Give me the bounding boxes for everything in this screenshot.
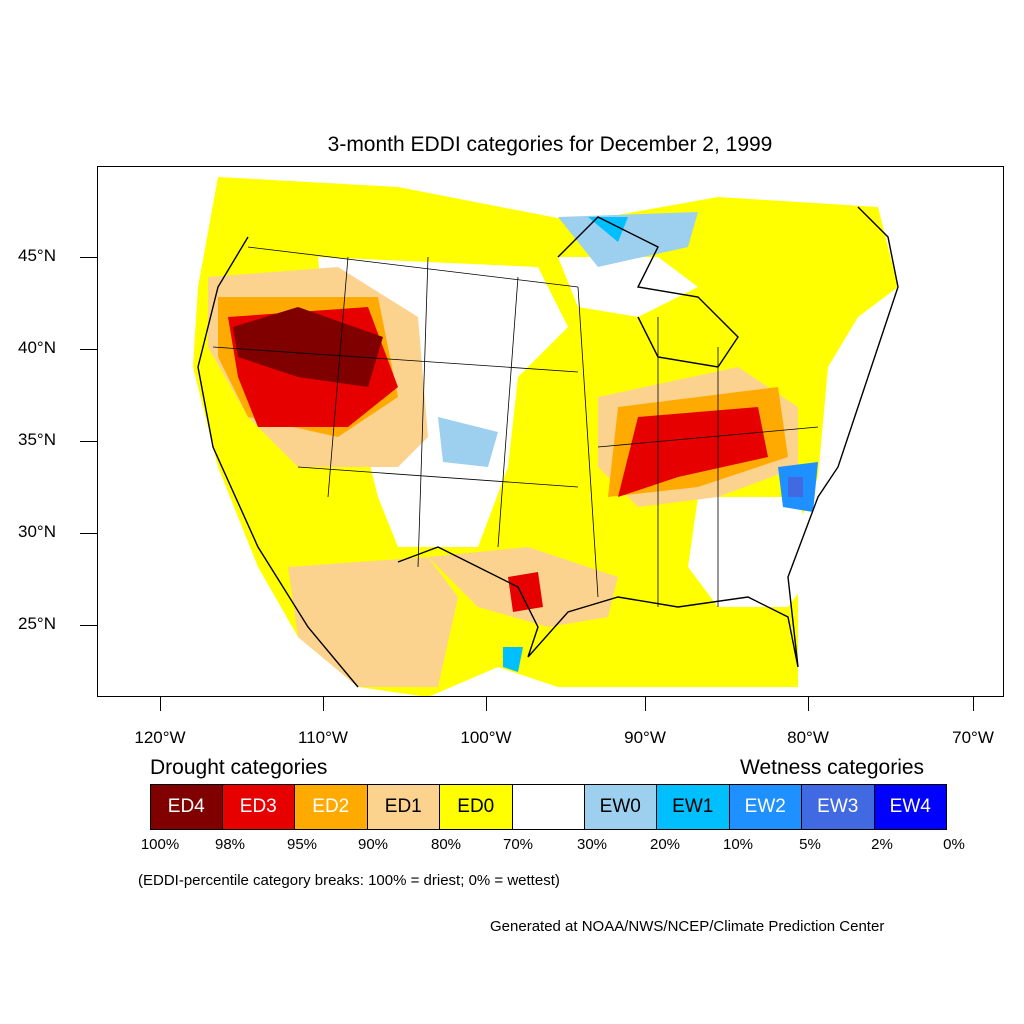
- legend-label: ED4: [167, 796, 205, 817]
- region-ed1-southwest: [288, 557, 458, 687]
- region-ed3-kentucky: [618, 407, 768, 497]
- lat-label-30: 30°N: [18, 522, 56, 541]
- lon-label-120: 120°W: [134, 728, 186, 747]
- lat-tick: [80, 625, 97, 626]
- lat-tick: [80, 257, 97, 258]
- legend-box-ew4: EW4: [874, 784, 947, 830]
- lon-tick: [645, 697, 646, 711]
- legend-break: 5%: [799, 836, 821, 853]
- legend-wetness-heading: Wetness categories: [740, 756, 925, 779]
- lon-label-70: 70°W: [952, 728, 994, 747]
- lat-tick: [80, 441, 97, 442]
- region-ew0-kansas: [438, 417, 498, 467]
- eddi-map: [97, 166, 1004, 697]
- lat-label-25: 25°N: [18, 614, 56, 633]
- legend-label: EW3: [817, 796, 859, 817]
- legend-break: 70%: [502, 836, 534, 853]
- legend-break: 100%: [140, 836, 180, 853]
- eddi-map-canvas: [193, 177, 899, 696]
- legend-box-ew2: EW2: [729, 784, 802, 830]
- region-ew3-carolina: [788, 477, 803, 497]
- legend-box-ew1: EW1: [657, 784, 730, 830]
- lon-tick: [160, 697, 161, 711]
- legend-box-ew0: EW0: [584, 784, 657, 830]
- outlines: [197, 206, 899, 688]
- legend-label: EW2: [744, 796, 786, 817]
- legend-break: 30%: [576, 836, 608, 853]
- legend-box-ed3: ED3: [222, 784, 295, 830]
- legend-box-ed2: ED2: [295, 784, 368, 830]
- region-ed3-texas: [508, 572, 543, 612]
- legend-label: EW0: [599, 796, 641, 817]
- legend-break: 2%: [871, 836, 893, 853]
- legend-box-ed4: ED4: [150, 784, 223, 830]
- region-ed4-nevada: [233, 307, 383, 387]
- legend-color-bar: ED4 ED3 ED2 ED1 ED0 EW0 EW1 EW2 EW3 EW4: [150, 784, 947, 830]
- lat-tick: [80, 349, 97, 350]
- legend-break: 0%: [943, 836, 965, 853]
- legend-break: 20%: [649, 836, 681, 853]
- credit-line: Generated at NOAA/NWS/NCEP/Climate Predi…: [490, 918, 885, 935]
- lon-label-80: 80°W: [787, 728, 829, 747]
- map-title: 3-month EDDI categories for December 2, …: [327, 133, 773, 156]
- lon-tick: [486, 697, 487, 711]
- category-breaks-note: (EDDI-percentile category breaks: 100% =…: [138, 872, 560, 889]
- legend-drought-heading: Drought categories: [150, 756, 328, 779]
- legend-label: ED1: [384, 796, 422, 817]
- legend-break: 10%: [722, 836, 754, 853]
- lon-label-90: 90°W: [624, 728, 666, 747]
- legend-break: 95%: [286, 836, 318, 853]
- lat-tick: [80, 533, 97, 534]
- legend-label: ED0: [457, 796, 495, 817]
- great-lakes: [557, 216, 739, 368]
- region-ew0-lake-superior: [558, 212, 698, 267]
- lon-tick: [808, 697, 809, 711]
- legend-label: ED2: [312, 796, 350, 817]
- lat-label-35: 35°N: [18, 430, 56, 449]
- lon-tick: [973, 697, 974, 711]
- us-border: [197, 206, 899, 688]
- legend-break: 98%: [214, 836, 246, 853]
- lat-label-45: 45°N: [18, 246, 56, 265]
- region-normal-southeast: [688, 497, 818, 607]
- legend-break: 80%: [430, 836, 462, 853]
- legend-box-ed0: ED0: [440, 784, 513, 830]
- legend-break: 90%: [357, 836, 389, 853]
- lon-label-100: 100°W: [460, 728, 512, 747]
- lat-label-40: 40°N: [18, 338, 56, 357]
- legend-box-ew3: EW3: [802, 784, 875, 830]
- legend-label: EW4: [889, 796, 931, 817]
- state-lines: [212, 246, 819, 607]
- region-ew1-south-texas: [503, 647, 523, 672]
- legend-box-ed1: ED1: [367, 784, 440, 830]
- legend-label: ED3: [239, 796, 277, 817]
- region-normal-northeast-lakes: [558, 257, 698, 317]
- lon-tick: [323, 697, 324, 711]
- region-ew1-superior: [588, 217, 628, 242]
- legend-box-normal: [512, 784, 585, 830]
- lon-label-110: 110°W: [298, 728, 348, 747]
- legend-label: EW1: [672, 796, 714, 817]
- category-fill: [193, 177, 898, 696]
